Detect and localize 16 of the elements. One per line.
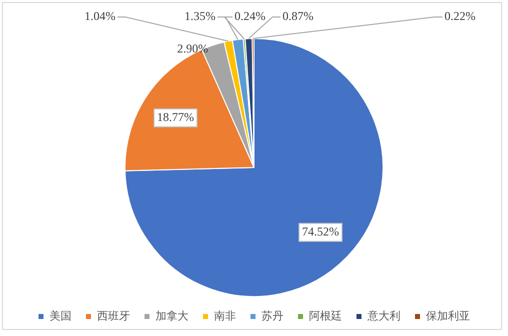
data-label: 0.87%	[282, 9, 314, 24]
data-label: 18.77%	[157, 110, 194, 124]
data-label: 74.52%	[302, 224, 340, 238]
data-label: 1.35%	[184, 9, 216, 24]
legend-label: 加拿大	[156, 309, 188, 322]
data-label: 1.04%	[84, 9, 116, 24]
legend-label: 意大利	[366, 309, 400, 322]
legend-label: 西班牙	[97, 309, 130, 322]
legend-label: 阿根廷	[309, 309, 342, 322]
legend-label: 保加利亚	[426, 309, 470, 322]
legend-label: 南非	[214, 309, 236, 322]
data-label: 0.24%	[234, 9, 266, 24]
data-label: 0.22%	[444, 9, 476, 24]
legend-label: 苏丹	[262, 309, 284, 322]
data-label: 2.90%	[177, 42, 208, 56]
legend-label: 美国	[50, 309, 72, 322]
